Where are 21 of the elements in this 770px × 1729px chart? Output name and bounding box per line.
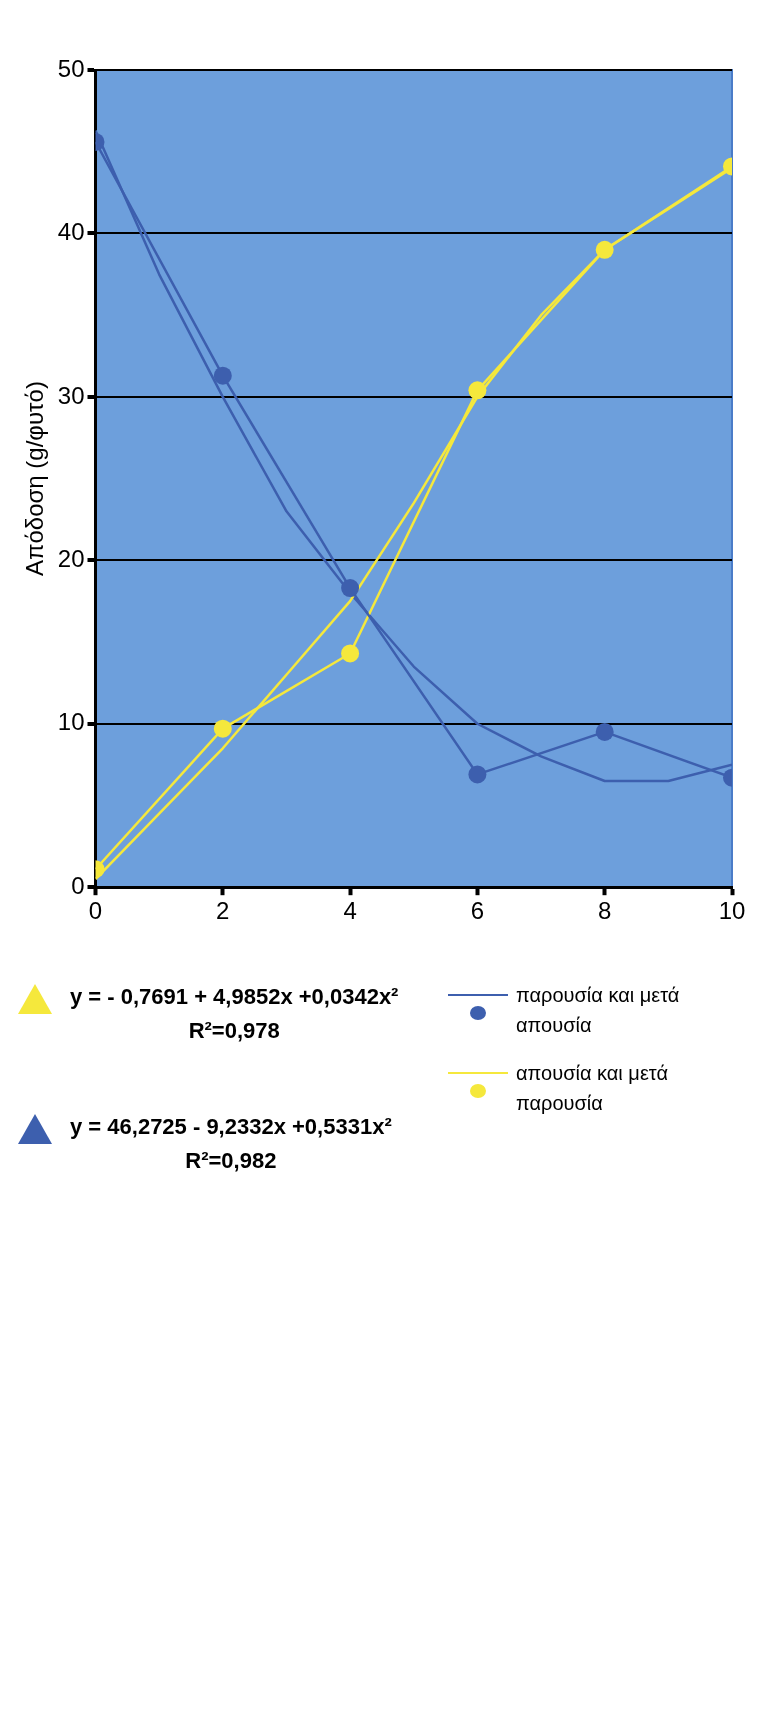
y-tick-label: 30 [57, 381, 85, 409]
x-tick-label: 2 [216, 897, 230, 925]
x-tick-label: 6 [470, 897, 485, 925]
point [468, 765, 487, 784]
point [468, 381, 487, 400]
legend-label: απουσία και μετά παρουσία [516, 1061, 669, 1116]
x-tick-label: 10 [718, 897, 746, 925]
text: y = 46,2725 - 9,2332x +0,5331x² R²=0,982 [70, 1113, 392, 1175]
legend-label: παρουσία και μετά απουσία [516, 983, 681, 1038]
x-tick-label: 4 [343, 897, 357, 925]
point [341, 579, 360, 598]
x-tick-label: 0 [88, 897, 103, 925]
y-tick-label: 10 [57, 708, 85, 736]
y-tick-label: 20 [57, 544, 85, 572]
x-tick-label: 8 [598, 897, 612, 925]
y-axis-title: Απόδοση (g/φυτό) [21, 381, 49, 577]
y-tick-label: 50 [57, 54, 85, 82]
point [341, 644, 360, 663]
y-tick-label: 0 [71, 871, 85, 899]
y-tick-label: 40 [57, 218, 85, 246]
text: y = - 0,7691 + 4,9852x +0,0342x² R²=0,978 [70, 983, 399, 1045]
